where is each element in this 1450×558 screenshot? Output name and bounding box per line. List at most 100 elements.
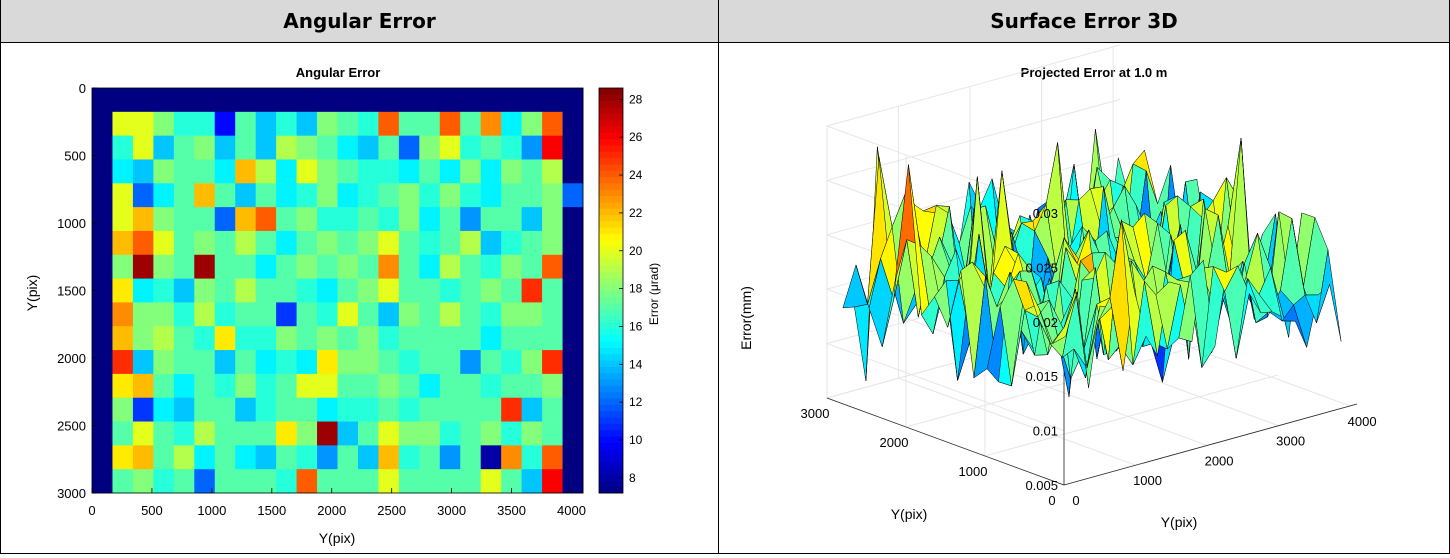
heatmap-cell (92, 159, 113, 184)
heatmap-cell (317, 230, 338, 256)
heatmap-cell (357, 254, 379, 279)
surface-x-label: Y(pix) (1161, 514, 1198, 530)
surface-y-tick-label: 0 (1048, 493, 1055, 508)
heatmap-cell (194, 421, 216, 446)
heatmap-cell (439, 254, 461, 279)
heatmap-cell (276, 159, 297, 184)
heatmap-cell (562, 230, 584, 256)
colorbar-segment (599, 315, 623, 323)
colorbar-segment (599, 334, 623, 342)
heatmap-cell (92, 373, 113, 399)
heatmap-cell (521, 445, 543, 470)
heatmap-cell (235, 445, 257, 470)
heatmap-cell (112, 135, 134, 160)
colorbar-segment (599, 113, 623, 121)
heatmap-cell (153, 88, 175, 113)
heatmap-cell (419, 254, 441, 279)
surface-face (1316, 249, 1342, 342)
heatmap-cell (255, 302, 277, 327)
heatmap-cell (214, 230, 236, 256)
heatmap-cell (194, 350, 216, 375)
heatmap-cell (501, 159, 523, 184)
heatmap-cell (214, 445, 236, 470)
heatmap-cell (542, 397, 563, 422)
heatmap-cell (542, 278, 563, 303)
surface-z-tick-label: 0.02 (1033, 315, 1058, 330)
heatmap-cell (398, 159, 420, 184)
heatmap-cell (439, 278, 461, 303)
heatmap-cell (439, 207, 461, 232)
heatmap-cell (542, 302, 563, 327)
colorbar-tick-label: 16 (629, 319, 643, 333)
colorbar-frame (598, 87, 624, 494)
heatmap-cell (173, 350, 195, 375)
heatmap-cell (235, 183, 257, 208)
colorbar-tick-label: 12 (629, 395, 643, 409)
heatmap-cell (194, 135, 216, 160)
heatmap-cell (542, 135, 563, 160)
heatmap-cell (112, 445, 134, 470)
heatmap-x-tick-label: 4000 (557, 503, 586, 518)
heatmap-cell (132, 350, 154, 375)
heatmap-cell (235, 373, 257, 399)
surface-error-panel: Projected Error at 1.0 m 0.005 0.01 0.015 0… (719, 43, 1449, 553)
colorbar-segment (599, 258, 623, 266)
heatmap-cell (480, 88, 502, 113)
surface-face (842, 264, 868, 309)
heatmap-cell (92, 111, 113, 137)
heatmap-cell (357, 207, 379, 232)
heatmap-cell (357, 230, 379, 256)
heatmap-cell (337, 135, 359, 160)
heatmap-cell (296, 159, 318, 184)
colorbar-label: Error (μrad) (647, 263, 661, 325)
heatmap-cell (419, 88, 441, 113)
heatmap-cell (92, 230, 113, 256)
heatmap-cell (173, 373, 195, 399)
heatmap-cell (501, 88, 523, 113)
heatmap-cell (521, 254, 543, 279)
heatmap-cell (214, 397, 236, 422)
colorbar-segment (599, 214, 623, 222)
heatmap-cell (460, 230, 482, 256)
heatmap-cell (214, 207, 236, 232)
colorbar-segment (599, 284, 623, 291)
heatmap-cell (337, 469, 359, 494)
heatmap-cell (153, 111, 175, 137)
heatmap-cell (153, 183, 175, 208)
heatmap-cell (153, 230, 175, 256)
surface-z-tick-label: 0.03 (1033, 206, 1058, 221)
heatmap-cell (521, 111, 543, 137)
heatmap-cell (276, 207, 297, 232)
heatmap-cell (460, 445, 482, 470)
heatmap-cell (439, 326, 461, 351)
heatmap-y-tick-label: 500 (64, 149, 86, 164)
heatmap-cell (92, 88, 113, 113)
heatmap-cell (296, 326, 318, 351)
colorbar-segment (599, 455, 623, 462)
heatmap-cell (194, 302, 216, 327)
colorbar-segment (599, 480, 623, 488)
column-divider (718, 0, 719, 554)
heatmap-cell (214, 469, 236, 494)
heatmap-cell (460, 254, 482, 279)
heatmap-cell (378, 135, 400, 160)
heatmap-cell (460, 278, 482, 303)
heatmap-cell (194, 254, 216, 279)
heatmap-cell (317, 302, 338, 327)
heatmap-cell (132, 469, 154, 494)
heatmap-cell (194, 373, 216, 399)
heatmap-cell (194, 397, 216, 422)
heatmap-cell (255, 278, 277, 303)
colorbar-tick-label: 18 (629, 282, 643, 296)
heatmap-cell (521, 183, 543, 208)
colorbar-segment (599, 94, 623, 102)
heatmap-cell (276, 373, 297, 399)
heatmap-cell (173, 278, 195, 303)
heatmap-cell (562, 373, 584, 399)
heatmap-cell (542, 326, 563, 351)
heatmap-cell (542, 254, 563, 279)
heatmap-cell (419, 469, 441, 494)
heatmap-cell (378, 88, 400, 113)
heatmap-cell (357, 373, 379, 399)
heatmap-cell (501, 445, 523, 470)
